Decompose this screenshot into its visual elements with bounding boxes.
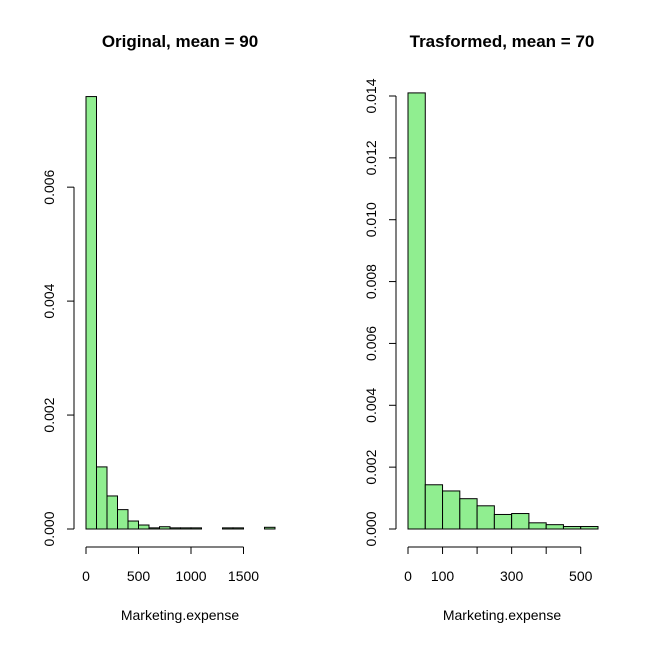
original-x-tick-label: 1500 [228, 568, 259, 584]
transformed-histogram-bar [511, 513, 530, 530]
original-x-tick-label: 0 [82, 568, 90, 584]
transformed-x-tick-label: 100 [431, 568, 455, 584]
original-x-axis-label: Marketing.expense [121, 607, 240, 623]
transformed-histogram-bar [580, 526, 599, 530]
original-histogram-panel: Original, mean = 90 Marketing.expense 0 5… [41, 32, 276, 623]
original-histogram-bar [222, 527, 234, 530]
original-y-tick-label: 0.006 [41, 169, 57, 204]
transformed-histogram-bar [493, 513, 513, 530]
transformed-y-tick-label: 0.010 [363, 202, 379, 237]
transformed-x-axis-label: Marketing.expense [443, 607, 562, 623]
transformed-histogram-panel: Trasformed, mean = 70 Marketing.expense … [363, 32, 599, 623]
transformed-x-tick-label: 500 [569, 568, 593, 584]
original-histogram-bar [85, 96, 97, 530]
transformed-y-tick-label: 0.014 [363, 78, 379, 113]
transformed-histogram-bar [562, 526, 582, 530]
original-histogram-bar [159, 526, 171, 530]
transformed-histogram-bar [476, 505, 495, 530]
transformed-y-tick-label: 0.004 [363, 388, 379, 423]
original-x-tick-label: 500 [127, 568, 151, 584]
transformed-histogram-bar [424, 484, 444, 530]
transformed-y-tick-label: 0.006 [363, 326, 379, 361]
transformed-histogram-bar [545, 524, 564, 530]
transformed-y-tick-label: 0.002 [363, 449, 379, 484]
transformed-histogram-bar [442, 490, 461, 530]
original-y-tick-label: 0.000 [41, 511, 57, 546]
original-histogram-bar [190, 527, 202, 530]
transformed-x-tick-label: 0 [404, 568, 412, 584]
transformed-histogram-bar [459, 498, 478, 530]
transformed-chart-title: Trasformed, mean = 70 [410, 32, 595, 51]
original-histogram-bar [138, 524, 150, 530]
original-y-tick-label: 0.004 [41, 283, 57, 318]
original-histogram-bar [148, 527, 160, 530]
original-chart-title: Original, mean = 90 [102, 32, 258, 51]
original-histogram-bar [232, 527, 244, 530]
original-y-tick-label: 0.002 [41, 397, 57, 432]
original-histogram-bar [96, 466, 108, 530]
transformed-x-tick-label: 300 [500, 568, 524, 584]
transformed-y-tick-label: 0.008 [363, 264, 379, 299]
transformed-y-tick-label: 0.012 [363, 140, 379, 175]
original-histogram-bar [106, 495, 118, 530]
transformed-histogram-bar [528, 522, 547, 530]
original-histogram-bar [180, 527, 192, 530]
original-histogram-bar [264, 526, 276, 530]
original-x-tick-label: 1000 [175, 568, 206, 584]
transformed-histogram-bar [407, 92, 426, 530]
original-histogram-bar [127, 520, 139, 530]
original-histogram-bar [169, 527, 181, 530]
original-histogram-bar [117, 509, 129, 530]
transformed-y-tick-label: 0.000 [363, 511, 379, 546]
